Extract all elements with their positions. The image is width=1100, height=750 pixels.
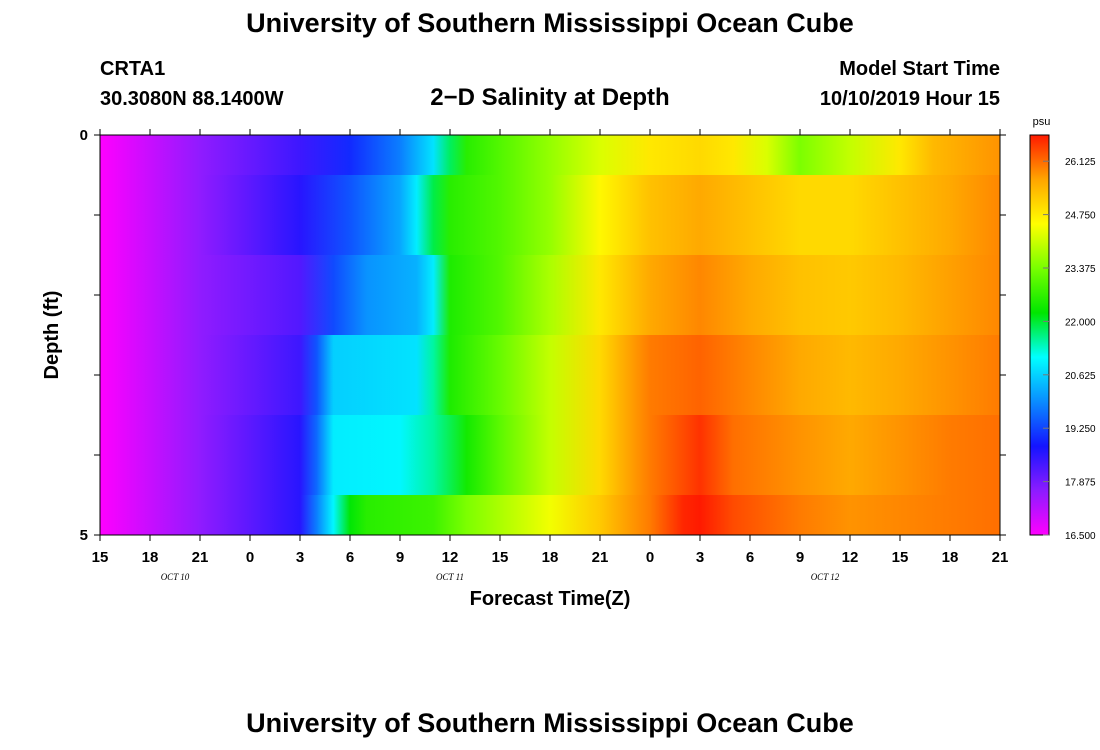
main-title: University of Southern Mississippi Ocean… xyxy=(246,8,854,38)
model-start-label: Model Start Time xyxy=(839,58,1000,80)
heatmap-row-2 xyxy=(100,255,1000,335)
x-tick-label: 21 xyxy=(592,549,609,566)
station-coordinates: 30.3080N 88.1400W xyxy=(100,88,284,110)
chart-subtitle: 2−D Salinity at Depth xyxy=(430,84,670,111)
y-axis-title: Depth (ft) xyxy=(41,291,63,380)
colorbar-label: 20.625 xyxy=(1065,371,1096,382)
x-tick-label: 0 xyxy=(246,549,254,566)
model-start-time: 10/10/2019 Hour 15 xyxy=(819,88,1000,110)
colorbar-label: 23.375 xyxy=(1065,264,1096,275)
x-tick-label: 15 xyxy=(892,549,909,566)
x-tick-label: 18 xyxy=(542,549,559,566)
heatmap-row-3 xyxy=(100,335,1000,415)
heatmap-row-4 xyxy=(100,415,1000,495)
date-label: OCT 11 xyxy=(436,572,464,582)
date-label: OCT 12 xyxy=(811,572,840,582)
x-axis-title: Forecast Time(Z) xyxy=(470,588,631,610)
colorbar-label: 16.500 xyxy=(1065,531,1096,542)
x-tick-label: 6 xyxy=(746,549,754,566)
y-tick-label: 5 xyxy=(80,527,88,544)
x-tick-label: 3 xyxy=(696,549,704,566)
station-id: CRTA1 xyxy=(100,58,166,80)
heatmap-row-1 xyxy=(100,175,1000,255)
y-tick-label: 0 xyxy=(80,127,88,144)
colorbar-label: 24.750 xyxy=(1065,211,1096,222)
x-tick-label: 21 xyxy=(192,549,209,566)
colorbar: 26.125 24.750 23.375 22.000 20.625 19.250 17.8… xyxy=(1029,116,1096,542)
heatmap-layer xyxy=(100,135,1000,535)
footer-title: University of Southern Mississippi Ocean… xyxy=(246,708,854,738)
x-tick-label: 0 xyxy=(646,549,654,566)
x-tick-label: 21 xyxy=(992,549,1009,566)
x-tick-label: 15 xyxy=(92,549,109,566)
x-tick-label: 3 xyxy=(296,549,304,566)
date-label: OCT 10 xyxy=(161,572,190,582)
colorbar-label: 22.000 xyxy=(1065,317,1096,328)
heatmap-row-0 xyxy=(100,135,1000,175)
heatmap-row-5 xyxy=(100,495,1000,535)
x-tick-label: 12 xyxy=(842,549,859,566)
x-tick-label: 18 xyxy=(942,549,959,566)
colorbar-label: 26.125 xyxy=(1065,157,1096,168)
x-tick-label: 12 xyxy=(442,549,459,566)
colorbar-unit: psu xyxy=(1033,116,1051,128)
x-tick-label: 15 xyxy=(492,549,509,566)
x-tick-label: 9 xyxy=(396,549,404,566)
x-tick-label: 9 xyxy=(796,549,804,566)
x-tick-label: 6 xyxy=(346,549,354,566)
x-tick-label: 18 xyxy=(142,549,159,566)
colorbar-label: 17.875 xyxy=(1065,478,1096,489)
colorbar-ramp xyxy=(1029,134,1050,536)
colorbar-label: 19.250 xyxy=(1065,424,1096,435)
